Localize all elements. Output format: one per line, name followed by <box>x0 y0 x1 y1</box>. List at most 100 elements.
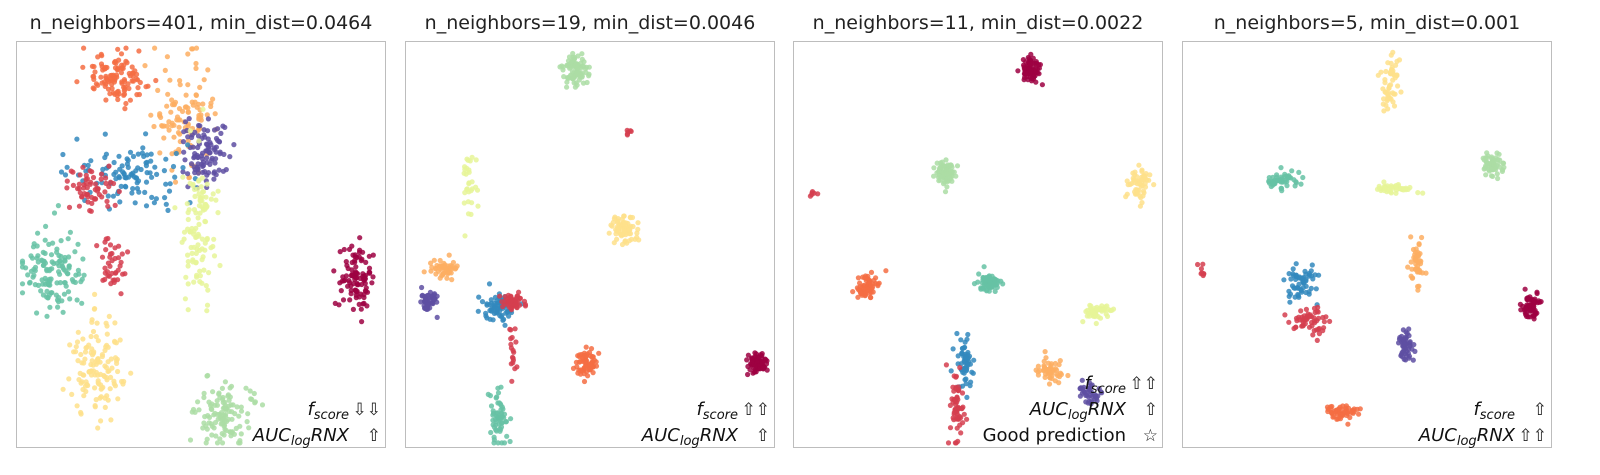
annotation-label: fscore <box>1084 373 1126 397</box>
scatter-point <box>516 289 522 295</box>
scatter-point <box>177 131 183 137</box>
scatter-point <box>944 184 950 190</box>
scatter-point <box>153 196 159 202</box>
scatter-plot: ⇧⇧fscore ⇧ AUClogRNX ☆ Good prediction <box>807 51 1159 446</box>
scatter-point <box>336 302 342 308</box>
scatter-point <box>763 357 769 363</box>
scatter-point <box>979 285 985 291</box>
scatter-point <box>192 99 198 105</box>
scatter-point <box>74 79 80 85</box>
cluster-10 <box>570 344 602 385</box>
scatter-point <box>59 263 65 269</box>
scatter-point <box>509 334 515 341</box>
scatter-plot: ⇧ fscore⇧⇧AUClogRNX <box>1195 49 1547 449</box>
scatter-point <box>185 263 191 269</box>
scatter-point <box>210 191 216 197</box>
scatter-point <box>197 247 203 253</box>
scatter-point <box>1037 62 1043 68</box>
scatter-point <box>487 393 493 399</box>
scatter-point <box>1527 314 1533 320</box>
scatter-point <box>627 223 634 229</box>
scatter-point <box>947 425 954 431</box>
scatter-point <box>1402 334 1409 340</box>
scatter-point <box>105 260 111 266</box>
scatter-point <box>204 302 211 308</box>
annotation-arrows: ⇧⇧ <box>1130 374 1159 394</box>
scatter-point <box>130 73 136 79</box>
scatter-point <box>939 159 945 165</box>
scatter-point <box>61 291 67 297</box>
scatter-point <box>144 170 150 176</box>
scatter-point <box>1411 342 1417 348</box>
scatter-point <box>148 112 154 118</box>
scatter-point <box>182 104 188 110</box>
scatter-point <box>66 204 73 210</box>
scatter-point <box>116 188 122 195</box>
scatter-point <box>495 400 501 406</box>
scatter-point <box>1494 150 1500 156</box>
scatter-point <box>1278 185 1285 191</box>
scatter-point <box>1410 357 1416 363</box>
scatter-point <box>90 368 97 374</box>
scatter-point <box>606 230 612 236</box>
scatter-point <box>136 48 142 54</box>
scatter-point <box>1039 82 1045 88</box>
scatter-point <box>865 286 871 292</box>
scatter-point <box>1400 187 1407 193</box>
scatter-point <box>448 270 454 276</box>
scatter-point <box>88 361 94 368</box>
scatter-point <box>202 247 208 253</box>
scatter-point <box>1036 71 1042 77</box>
scatter-point <box>1142 180 1148 187</box>
scatter-point <box>215 126 221 132</box>
scatter-point <box>115 267 121 273</box>
scatter-point <box>130 186 136 192</box>
scatter-point <box>1321 319 1327 325</box>
scatter-point <box>92 69 98 75</box>
scatter-point <box>583 344 589 350</box>
scatter-point <box>98 74 104 80</box>
plot-area: ⇧⇧ fscore ⇧ AUClogRNX ☆ Good prediction <box>793 41 1163 448</box>
cluster-9 <box>331 235 376 325</box>
scatter-point <box>965 331 971 338</box>
scatter-point <box>1090 309 1096 315</box>
scatter-point <box>82 349 89 355</box>
scatter-point <box>964 416 970 422</box>
scatter-point <box>154 171 160 177</box>
scatter-point <box>180 174 186 180</box>
scatter-point <box>190 406 197 413</box>
scatter-point <box>80 164 86 170</box>
scatter-point <box>205 116 211 122</box>
scatter-point <box>89 194 95 200</box>
scatter-point <box>486 281 493 287</box>
scatter-point <box>1299 314 1305 320</box>
scatter-point <box>115 88 121 94</box>
scatter-point <box>750 370 756 376</box>
scatter-point <box>1035 363 1041 369</box>
scatter-point <box>577 352 583 358</box>
scatter-point <box>204 181 210 187</box>
scatter-point <box>80 336 86 342</box>
scatter-point <box>209 401 215 407</box>
scatter-point <box>129 78 135 84</box>
scatter-point <box>1151 182 1157 188</box>
scatter-point <box>1408 234 1414 240</box>
scatter-point <box>99 254 106 260</box>
scatter-point <box>133 175 139 181</box>
scatter-point <box>883 268 889 274</box>
scatter-point <box>1345 405 1352 411</box>
scatter-point <box>1288 276 1294 282</box>
scatter-point <box>201 77 207 83</box>
scatter-point <box>575 70 581 76</box>
scatter-point <box>89 200 95 206</box>
scatter-point <box>76 203 82 209</box>
scatter-point <box>1295 291 1301 298</box>
scatter-point <box>509 354 516 360</box>
scatter-point <box>950 346 956 352</box>
scatter-point <box>1282 312 1288 318</box>
scatter-point <box>983 275 989 282</box>
scatter-point <box>171 102 177 108</box>
scatter-point <box>1483 172 1489 178</box>
scatter-point <box>1416 283 1422 289</box>
scatter-point <box>950 415 956 421</box>
